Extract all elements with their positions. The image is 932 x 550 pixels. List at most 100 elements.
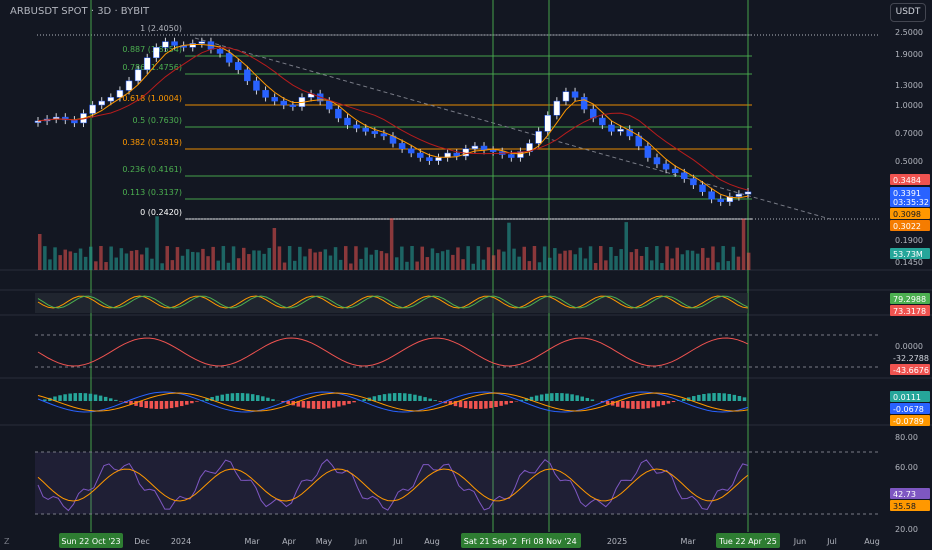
- price-tick-label: 0.1900: [895, 236, 923, 245]
- macd-histogram-bar: [215, 395, 219, 401]
- volume-bar: [328, 255, 333, 270]
- macd-histogram-bar: [250, 394, 255, 401]
- macd-histogram-bar: [98, 395, 103, 401]
- macd-histogram-bar: [484, 401, 488, 409]
- candle-body: [98, 100, 105, 106]
- volume-bar: [73, 252, 78, 270]
- volume-bar: [614, 255, 618, 270]
- volume-bar: [527, 261, 532, 270]
- volume-bar: [155, 216, 159, 270]
- candle-body: [34, 120, 42, 123]
- volume-bar: [405, 261, 409, 270]
- volume-bar: [180, 255, 185, 270]
- volume-bar: [293, 260, 297, 270]
- volume-bar: [201, 248, 205, 270]
- macd-histogram-bar: [575, 395, 579, 401]
- candle-body: [553, 100, 561, 116]
- macd-histogram-bar: [727, 393, 732, 401]
- macd-histogram-bar: [220, 394, 225, 401]
- macd-histogram-bar: [88, 393, 93, 401]
- stoch-d-line: [37, 295, 749, 309]
- volume-bar: [379, 251, 384, 270]
- volume-bar: [456, 247, 460, 270]
- wave-badge-1-bg: [890, 352, 930, 363]
- volume-bar: [63, 249, 67, 270]
- price-badge: 03:35:32: [893, 198, 929, 207]
- macd-histogram-bar: [129, 401, 133, 405]
- x-tick-label: May: [316, 537, 333, 546]
- volume-bar: [150, 258, 154, 270]
- volume-bar: [226, 262, 231, 270]
- volume-bar: [272, 228, 277, 270]
- volume-bar: [247, 254, 251, 270]
- volume-bar: [716, 262, 720, 270]
- volume-bar: [400, 246, 404, 270]
- macd-histogram-bar: [529, 396, 534, 401]
- volume-bar: [701, 248, 705, 270]
- currency-button[interactable]: USDT: [890, 3, 926, 22]
- volume-bar: [318, 251, 322, 270]
- macd-histogram-bar: [68, 393, 72, 401]
- volume-bar: [690, 250, 695, 270]
- macd-histogram-bar: [666, 401, 671, 404]
- volume-bar: [303, 256, 307, 270]
- volume-bar: [53, 247, 57, 270]
- candle-body: [125, 80, 133, 91]
- macd-histogram-bar: [144, 401, 148, 408]
- volume-bar: [736, 256, 741, 270]
- fib-label: 1 (2.4050): [140, 24, 182, 33]
- macd-histogram-bar: [174, 401, 179, 408]
- macd-histogram-bar: [235, 393, 240, 401]
- candle-body: [253, 80, 260, 91]
- volume-bar: [129, 250, 134, 270]
- rsi-tick-label: 20.00: [895, 525, 918, 534]
- volume-bar: [252, 250, 256, 270]
- volume-bar: [99, 246, 103, 270]
- candle-body: [235, 62, 242, 71]
- volume-bar: [257, 250, 261, 270]
- volume-bar: [170, 260, 175, 270]
- candle-body: [744, 191, 752, 195]
- volume-bar: [461, 259, 465, 270]
- candle-body: [517, 151, 524, 158]
- candle-body: [417, 152, 424, 158]
- candle-body: [134, 69, 142, 82]
- volume-bar: [634, 249, 639, 270]
- volume-bar: [731, 246, 736, 270]
- volume-bar: [369, 254, 373, 270]
- macd-histogram-bar: [108, 398, 113, 401]
- price-badge-bg: [890, 208, 930, 219]
- fib-label: 0.786 (1.4756): [122, 63, 182, 72]
- volume-bar: [746, 252, 751, 270]
- wave-badge-1: -32.2788: [893, 354, 929, 363]
- fib-label: 0.618 (1.0004): [122, 94, 182, 103]
- volume-bar: [481, 259, 486, 270]
- candle-body: [326, 100, 333, 110]
- macd-histogram-bar: [545, 393, 549, 401]
- macd-histogram-bar: [43, 399, 47, 401]
- volume-bar: [338, 259, 343, 270]
- candle-body: [225, 53, 233, 63]
- volume-bar: [48, 259, 52, 270]
- volume-bar: [119, 248, 124, 270]
- fib-label: 0.382 (0.5819): [122, 138, 182, 147]
- oscillator-badge-d: 73.3178: [893, 307, 926, 316]
- macd-histogram-bar: [63, 394, 67, 401]
- volume-bar: [685, 250, 690, 270]
- macd-histogram-bar: [154, 401, 159, 409]
- volume-bar: [196, 252, 200, 270]
- macd-histogram-bar: [240, 393, 245, 401]
- macd-histogram-bar: [321, 401, 326, 409]
- candle-body: [453, 152, 460, 157]
- candle-body: [335, 108, 342, 119]
- volume-bar: [517, 256, 521, 270]
- volume-bar: [38, 234, 42, 270]
- volume-bar: [114, 257, 118, 270]
- macd-badge-macd: -0.0678: [893, 405, 924, 414]
- rsi-badge: 42.73: [893, 490, 916, 499]
- x-tick-label: Jul: [826, 537, 837, 546]
- macd-histogram-bar: [266, 397, 270, 401]
- zoom-reset-button[interactable]: Z: [4, 537, 10, 546]
- macd-histogram-bar: [661, 401, 666, 406]
